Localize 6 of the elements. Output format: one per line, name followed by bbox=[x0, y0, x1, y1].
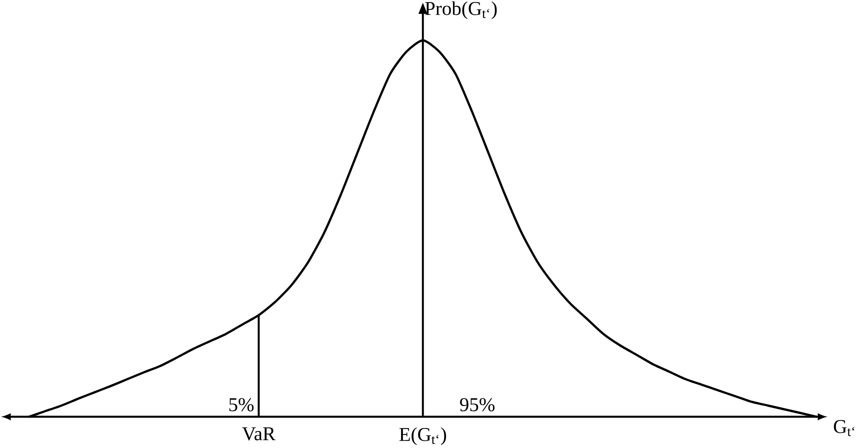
y-axis-title: Prob(G$_{t‘}$) bbox=[425, 1, 497, 20]
x-tick-label: VaR bbox=[242, 427, 276, 441]
annotation: 5% bbox=[229, 398, 254, 412]
x-axis-title: G$_{t‘}$ bbox=[834, 420, 854, 436]
annotation: 95% bbox=[460, 398, 495, 412]
x-tick-label: E(G$_{t‘}$) bbox=[399, 427, 446, 446]
